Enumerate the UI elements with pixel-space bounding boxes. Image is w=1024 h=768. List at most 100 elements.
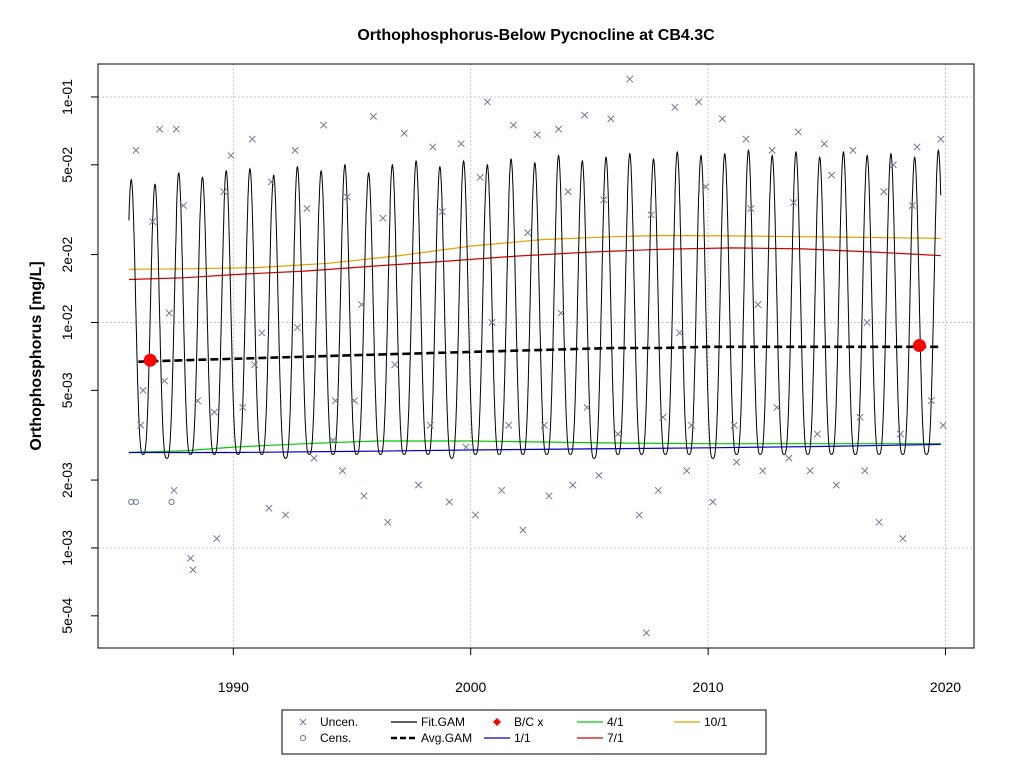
point-stroke (329, 436, 337, 444)
uncensored-point (794, 128, 802, 136)
point-stroke (607, 115, 615, 123)
point-stroke (248, 135, 256, 143)
legend-item: Cens. (299, 731, 351, 745)
point-stroke (310, 454, 318, 462)
legend-label: Cens. (320, 731, 351, 745)
uncensored-point (509, 121, 518, 129)
uncensored-point (149, 218, 157, 226)
point-stroke (343, 193, 351, 201)
x-tick-label: 2000 (455, 679, 486, 695)
uncensored-point (400, 129, 408, 137)
point-stroke (172, 125, 180, 133)
point-stroke (189, 566, 197, 574)
fit-gam-line (128, 148, 942, 459)
point-stroke (519, 526, 527, 534)
series-10-1 (128, 234, 941, 270)
uncensored-point (132, 146, 140, 154)
uncensored-point (828, 171, 836, 179)
uncensored-point (927, 397, 935, 405)
point-stroke (557, 309, 565, 317)
point-stroke (319, 121, 328, 129)
uncensored-point (790, 199, 798, 207)
legend-label: 10/1 (704, 715, 728, 729)
uncensored-point (880, 188, 888, 196)
uncensored-point (676, 329, 684, 337)
point-stroke (564, 188, 572, 196)
y-tick-label: 5e-02 (59, 147, 75, 183)
point-stroke (875, 518, 883, 526)
point-stroke (889, 161, 897, 169)
uncensored-point (899, 535, 907, 543)
uncensored-point (251, 361, 259, 369)
point-stroke (545, 492, 553, 500)
point-stroke (654, 486, 662, 494)
y-tick-label: 1e-01 (59, 79, 75, 115)
uncensored-point (647, 211, 655, 219)
uncensored-point (139, 386, 147, 394)
point-stroke (702, 183, 710, 191)
uncensored-point (160, 377, 169, 385)
point-stroke (258, 329, 266, 337)
uncensored-point (187, 554, 195, 562)
legend-label: 1/1 (514, 731, 531, 745)
point-stroke (718, 115, 726, 123)
uncensored-point (889, 161, 897, 169)
uncensored-point (369, 112, 377, 120)
uncensored-point (303, 204, 311, 213)
legend-item: Fit.GAM (391, 715, 465, 729)
point-stroke (170, 486, 178, 494)
point-stroke (642, 629, 650, 637)
point-stroke (369, 112, 377, 120)
point-stroke (687, 421, 696, 429)
uncensored-point (165, 309, 173, 317)
uncensored-point (813, 430, 821, 438)
uncensored-point (614, 430, 622, 438)
legend-item: Uncen. (299, 715, 358, 729)
bc-point (912, 339, 926, 353)
uncensored-point (310, 454, 318, 462)
point-stroke (338, 467, 347, 475)
point-stroke (754, 301, 762, 309)
fit-gam-series (128, 148, 942, 459)
uncensored-point (227, 151, 235, 160)
uncensored-point (754, 301, 762, 309)
uncensored-point (414, 481, 423, 489)
x-tick-label: 2020 (930, 679, 961, 695)
uncensored-point (849, 146, 857, 154)
point-stroke (600, 196, 608, 204)
point-stroke (384, 518, 392, 526)
point-stroke (614, 430, 622, 438)
point-stroke (379, 214, 387, 222)
uncensored-point (642, 629, 650, 637)
legend-item: 7/1 (577, 731, 624, 745)
point-stroke (132, 146, 140, 154)
point-stroke (927, 397, 935, 405)
uncensored-point (170, 486, 178, 494)
point-stroke (937, 135, 945, 143)
uncensored-point (488, 318, 496, 327)
uncensored-point (875, 518, 883, 526)
point-stroke (820, 140, 828, 148)
point-stroke (291, 146, 299, 154)
point-stroke (554, 125, 563, 133)
point-stroke (267, 178, 275, 186)
point-stroke (160, 377, 169, 385)
point-stroke (220, 188, 228, 196)
point-stroke (856, 413, 864, 421)
point-stroke (429, 143, 437, 151)
uncensored-point (569, 481, 577, 489)
uncensored-point (687, 421, 696, 429)
point-stroke (709, 498, 717, 506)
uncensored-point (505, 421, 513, 429)
point-stroke (683, 467, 691, 475)
uncensored-point (939, 421, 947, 429)
uncensored-point (426, 421, 434, 429)
uncensored-point (896, 430, 904, 438)
point-stroke (583, 403, 591, 411)
point-stroke (139, 386, 147, 394)
point-stroke (939, 421, 947, 429)
legend-item: 4/1 (577, 715, 624, 729)
legend-label: Uncen. (320, 715, 358, 729)
point-stroke (179, 201, 188, 210)
